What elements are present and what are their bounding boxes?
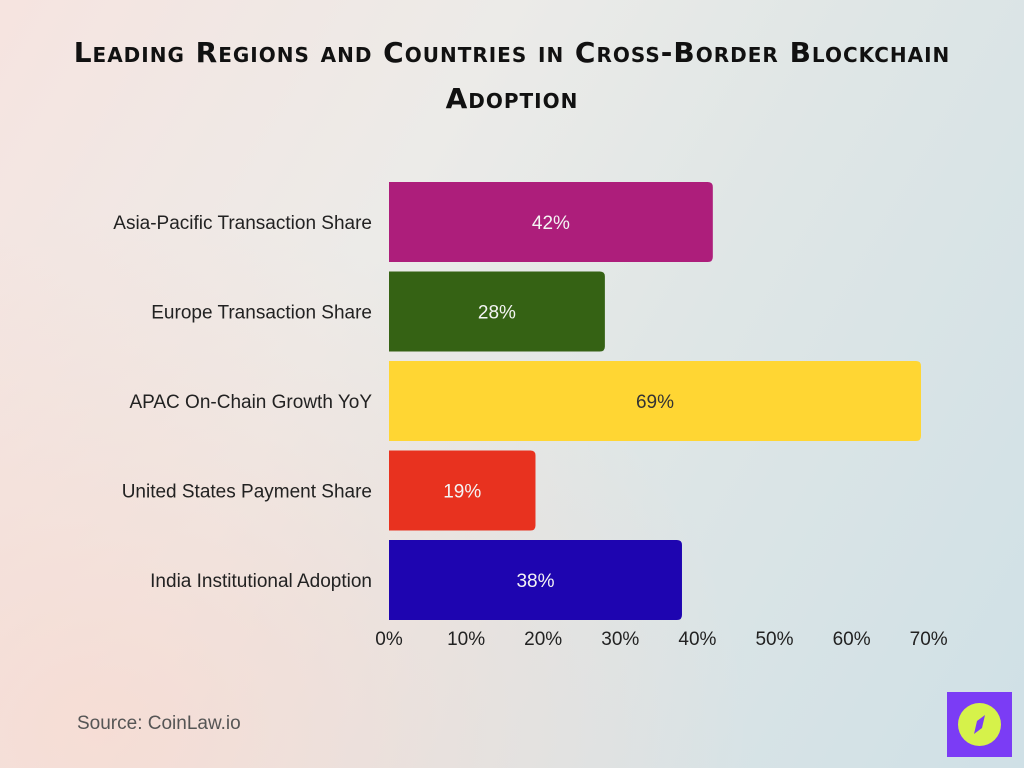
logo bbox=[947, 692, 1012, 757]
x-tick-label: 40% bbox=[678, 629, 716, 650]
bar bbox=[389, 182, 713, 262]
x-tick-label: 0% bbox=[375, 629, 403, 650]
chart-title: Leading Regions and Countries in Cross-B… bbox=[73, 36, 951, 115]
x-tick-label: 60% bbox=[833, 629, 871, 650]
data-label: 38% bbox=[516, 571, 554, 592]
category-label: Europe Transaction Share bbox=[151, 303, 372, 324]
x-tick-label: 20% bbox=[524, 629, 562, 650]
compass-icon bbox=[958, 703, 1001, 746]
category-label: Asia-Pacific Transaction Share bbox=[113, 213, 372, 234]
x-tick-label: 50% bbox=[755, 629, 793, 650]
source-label: Source: CoinLaw.io bbox=[77, 713, 241, 734]
bar bbox=[389, 271, 605, 352]
bar bbox=[389, 450, 536, 531]
category-label: United States Payment Share bbox=[122, 482, 372, 503]
bar bbox=[389, 540, 682, 620]
x-tick-label: 30% bbox=[601, 629, 639, 650]
data-label: 28% bbox=[478, 303, 516, 324]
data-label: 69% bbox=[636, 392, 674, 413]
category-label: APAC On-Chain Growth YoY bbox=[129, 392, 372, 413]
data-label: 19% bbox=[443, 482, 481, 503]
category-label: India Institutional Adoption bbox=[150, 571, 372, 592]
x-tick-label: 10% bbox=[447, 629, 485, 650]
bar bbox=[389, 361, 921, 441]
data-label: 42% bbox=[532, 213, 570, 234]
x-tick-label: 70% bbox=[910, 629, 948, 650]
